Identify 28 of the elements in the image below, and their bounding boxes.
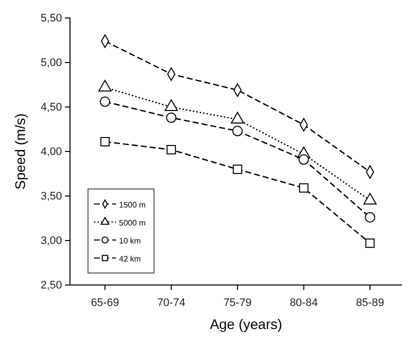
point — [100, 137, 110, 146]
y-axis-title: Speed (m/s) — [12, 113, 28, 190]
point — [364, 212, 376, 223]
point — [166, 112, 176, 123]
point — [232, 164, 242, 174]
x-tick-label: 85-89 — [356, 297, 384, 310]
legend-label: 5000 m — [119, 218, 146, 228]
y-tick-label: 2,50 — [40, 280, 62, 292]
x-tick-label: 75-79 — [223, 297, 252, 310]
point — [298, 154, 309, 165]
y-tick-label: 5,50 — [40, 12, 62, 25]
point — [100, 96, 110, 107]
legend-label: 42 km — [119, 254, 142, 264]
point — [299, 183, 308, 193]
y-tick-label: 3,50 — [40, 190, 62, 203]
legend-label: 1500 m — [119, 200, 146, 210]
y-tick-label: 5,00 — [40, 57, 62, 70]
x-axis-title: Age (years) — [210, 316, 282, 332]
x-tick-label: 80-84 — [290, 297, 318, 310]
point — [232, 126, 243, 136]
point — [166, 145, 176, 154]
x-tick-label: 65-69 — [90, 297, 120, 310]
y-tick-label: 4,50 — [40, 102, 62, 114]
y-tick-label: 4,00 — [40, 146, 62, 158]
point — [365, 238, 375, 248]
x-tick-label: 70-74 — [157, 297, 186, 310]
y-tick-label: 3,00 — [40, 235, 62, 248]
legend-label: 10 km — [119, 236, 142, 246]
